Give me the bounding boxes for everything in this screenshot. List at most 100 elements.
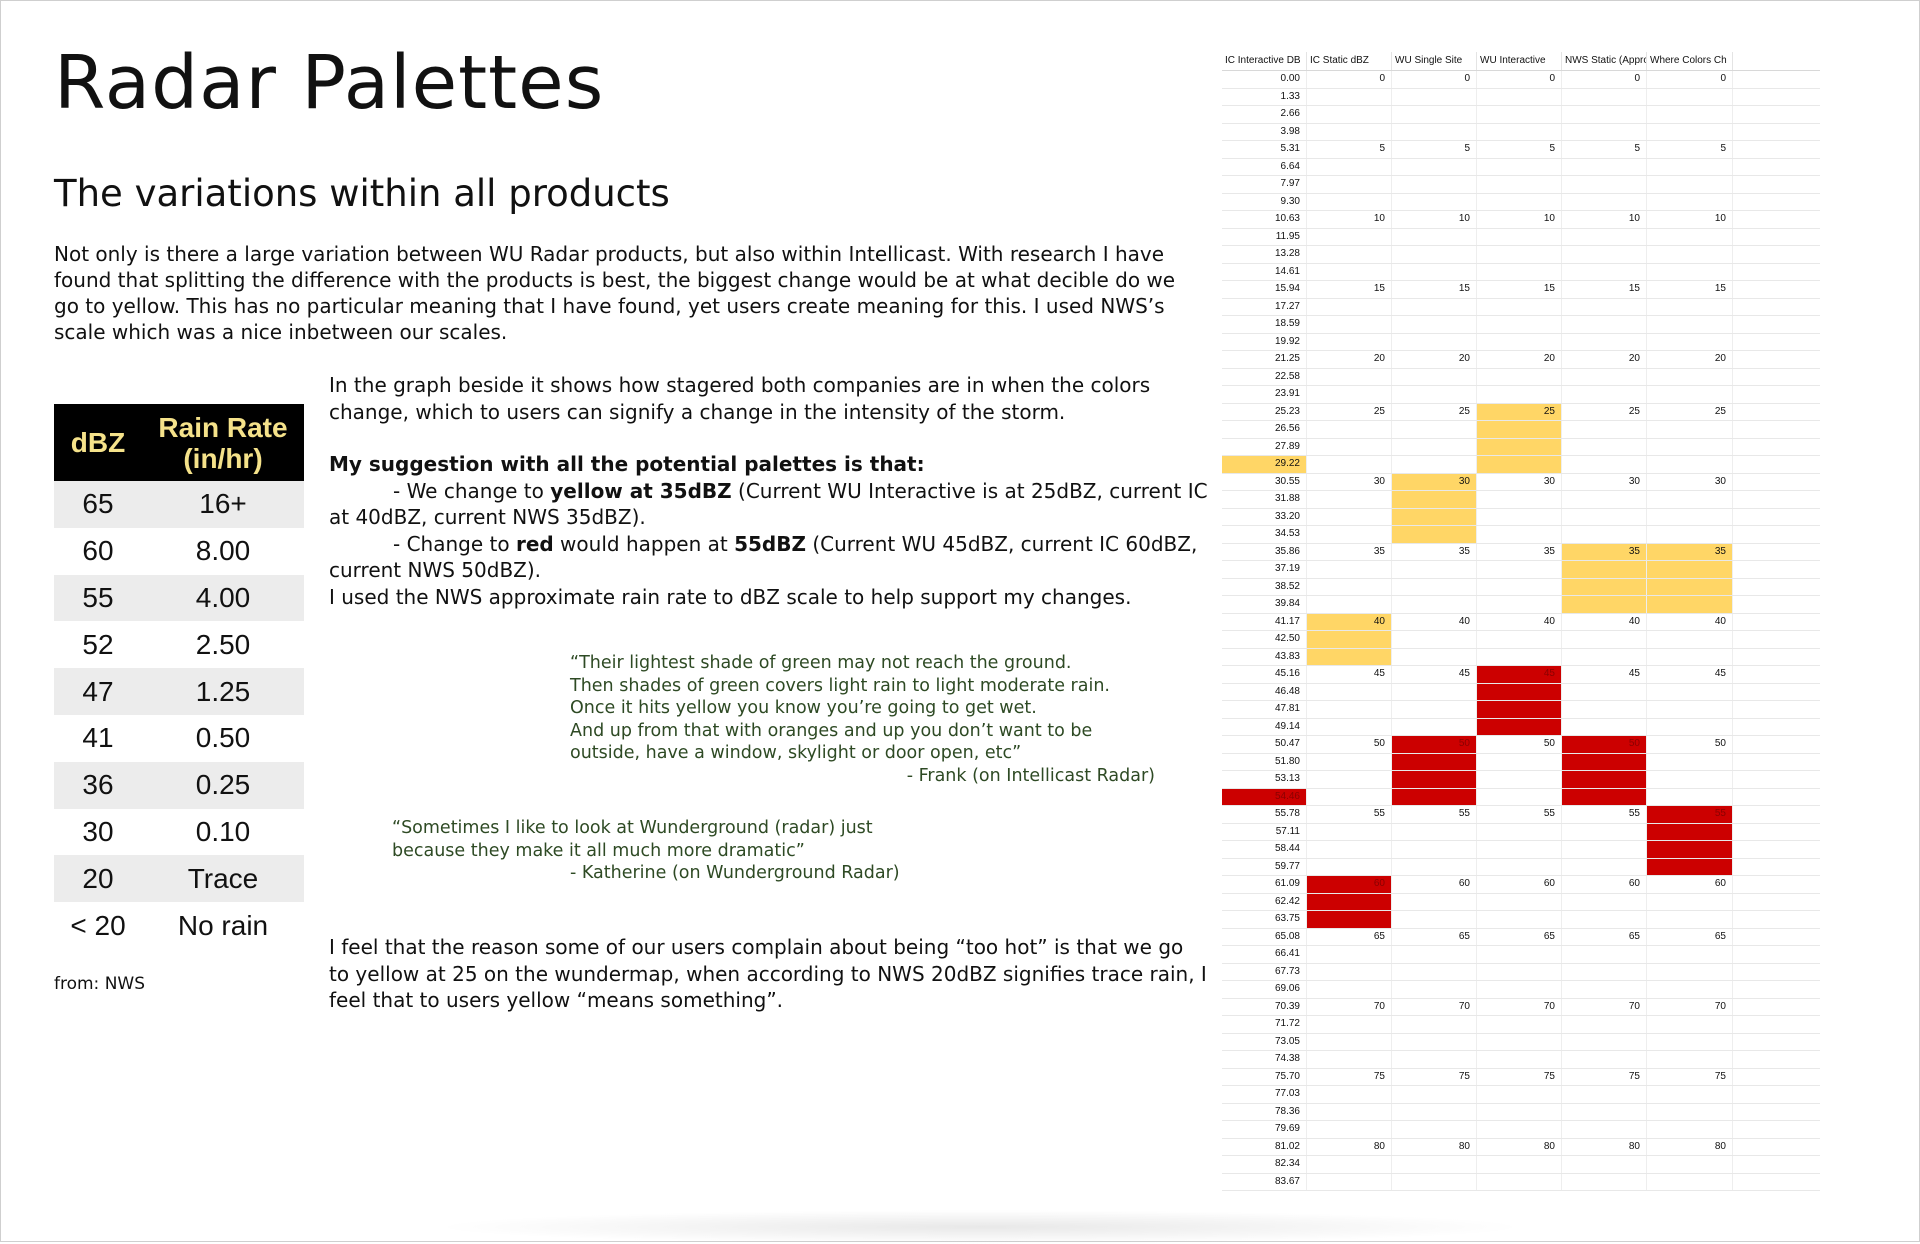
spreadsheet-cell [1562,368,1647,385]
spreadsheet-cell: 35 [1392,543,1477,560]
spreadsheet-cell [1647,246,1733,263]
header-rain-rate: Rain Rate (in/hr) [158,411,288,474]
spreadsheet-cell [1647,753,1733,770]
spreadsheet-cell: 42.50 [1222,631,1307,648]
spreadsheet-cell: 46.48 [1222,683,1307,700]
spreadsheet-cell: 50.47 [1222,736,1307,753]
spreadsheet-cell: 5 [1392,141,1477,158]
spreadsheet-cell [1392,1033,1477,1050]
dbz-cell: 41 [82,722,114,754]
spreadsheet-cell: 59.77 [1222,858,1307,875]
spreadsheet-cell [1562,596,1647,613]
spreadsheet-cell: 45 [1647,666,1733,683]
quote-attribution: - Katherine (on Wunderground Radar) [570,863,900,883]
spreadsheet-cell [1647,456,1733,473]
spreadsheet-cell: 55 [1647,806,1733,823]
spreadsheet-row: 18.59 [1222,316,1820,334]
quote-line: And up from that with oranges and up you… [570,720,1093,741]
spreadsheet-cell [1477,578,1562,595]
spreadsheet-row: 38.52 [1222,578,1820,596]
spreadsheet-row: 21.25 20 20 20 20 20 [1222,351,1820,369]
spreadsheet-cell: 54.46 [1222,788,1307,805]
spreadsheet-cell [1647,263,1733,280]
spreadsheet-cell [1562,386,1647,403]
suggestion-block: In the graph beside it shows how stagere… [329,372,1209,610]
spreadsheet-row: 26.56 [1222,421,1820,439]
spreadsheet-row: 41.17 40 40 40 40 40 [1222,613,1820,631]
spreadsheet-cell [1392,1121,1477,1138]
spreadsheet-cell: 13.28 [1222,246,1307,263]
spreadsheet-cell: 20 [1647,351,1733,368]
spreadsheet-cell: 65 [1647,928,1733,945]
spreadsheet-cell [1562,263,1647,280]
spreadsheet-row: 57.11 [1222,823,1820,841]
spreadsheet-row: 27.89 [1222,438,1820,456]
intro-text: Not only is there a large variation betw… [54,242,1176,344]
spreadsheet-cell: 83.67 [1222,1173,1307,1190]
spreadsheet-cell [1647,981,1733,998]
spreadsheet-cell [1307,1051,1392,1068]
spreadsheet-cell: 0 [1562,71,1647,88]
spreadsheet-cell [1392,228,1477,245]
spreadsheet-cell: 10.63 [1222,211,1307,228]
spreadsheet-cell: 66.41 [1222,946,1307,963]
spreadsheet-cell [1307,1086,1392,1103]
spreadsheet-cell [1647,911,1733,928]
spreadsheet-cell: 79.69 [1222,1121,1307,1138]
spreadsheet-cell [1392,1016,1477,1033]
spreadsheet-cell [1647,368,1733,385]
spreadsheet-cell [1477,718,1562,735]
spreadsheet-cell [1562,963,1647,980]
spreadsheet-cell [1477,596,1562,613]
spreadsheet-cell [1307,981,1392,998]
spreadsheet-row: 67.73 [1222,963,1820,981]
spreadsheet-cell [1392,508,1477,525]
spreadsheet-cell [1307,753,1392,770]
dbz-cell: 30 [82,815,114,847]
spreadsheet-cell [1307,788,1392,805]
spreadsheet-cell: 65 [1562,928,1647,945]
spreadsheet-cell: 30 [1307,473,1392,490]
spreadsheet-cell: 81.02 [1222,1138,1307,1155]
spreadsheet-cell [1562,648,1647,665]
spreadsheet-cell: 3.98 [1222,123,1307,140]
spreadsheet-cell [1307,158,1392,175]
spreadsheet-cell: 71.72 [1222,1016,1307,1033]
spreadsheet-cell: 15 [1477,281,1562,298]
spreadsheet-cell [1307,263,1392,280]
spreadsheet-cell [1647,176,1733,193]
spreadsheet-cell [1392,438,1477,455]
spreadsheet-cell: 60 [1307,876,1392,893]
rain-rate-cell: 0.25 [195,769,251,801]
spreadsheet-cell [1477,1121,1562,1138]
spreadsheet-cell [1477,316,1562,333]
spreadsheet-cell: 50 [1392,736,1477,753]
spreadsheet-cell [1477,1016,1562,1033]
spreadsheet-cell [1392,158,1477,175]
spreadsheet-cell: 30 [1392,473,1477,490]
spreadsheet-cell: 0.00 [1222,71,1307,88]
spreadsheet-cell [1307,893,1392,910]
spreadsheet-cell [1392,963,1477,980]
spreadsheet-cell: 5 [1562,141,1647,158]
spreadsheet-cell [1392,1103,1477,1120]
spreadsheet-cell [1562,333,1647,350]
spreadsheet-cell: 22.58 [1222,368,1307,385]
spreadsheet-cell: 45 [1392,666,1477,683]
spreadsheet-cell: 40 [1477,613,1562,630]
spreadsheet-row: 30.55 30 30 30 30 30 [1222,473,1820,491]
spreadsheet-cell [1392,946,1477,963]
spreadsheet-cell [1562,1156,1647,1173]
spreadsheet-cell [1562,316,1647,333]
spreadsheet-cell [1307,88,1392,105]
spreadsheet-cell: 38.52 [1222,578,1307,595]
spreadsheet-cell: 40 [1392,613,1477,630]
spreadsheet-cell [1392,193,1477,210]
spreadsheet-row: 5.31 5 5 5 5 5 [1222,141,1820,159]
spreadsheet-cell [1647,1051,1733,1068]
spreadsheet-cell: 25.23 [1222,403,1307,420]
spreadsheet-cell: 45.16 [1222,666,1307,683]
spreadsheet-cell: 30 [1647,473,1733,490]
spreadsheet-cell [1307,1103,1392,1120]
spreadsheet-cell [1477,193,1562,210]
